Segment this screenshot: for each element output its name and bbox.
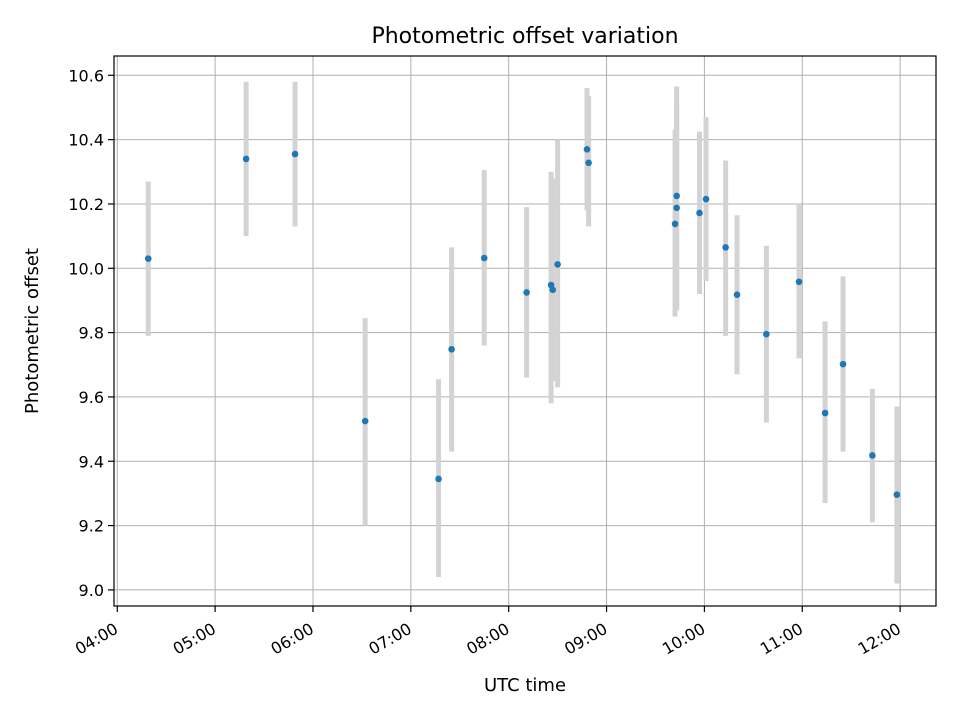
- y-tick-label: 10.4: [68, 131, 104, 150]
- data-point: [549, 286, 557, 294]
- x-axis-ticks: 04:00 05:00 06:00 07:00 08:00 09:00 10:00 11:00…: [72, 606, 904, 659]
- x-tick-label: 12:00: [855, 619, 904, 659]
- data-point: [673, 192, 680, 200]
- data-point: [696, 209, 703, 217]
- data-point: [821, 409, 829, 417]
- y-tick-label: 10.6: [68, 66, 104, 85]
- data-point: [480, 254, 488, 262]
- x-tick-label: 08:00: [463, 619, 512, 659]
- data-points: [144, 145, 901, 499]
- x-tick-label: 05:00: [170, 619, 219, 659]
- data-point: [242, 155, 250, 163]
- data-point: [291, 150, 299, 158]
- data-point: [673, 204, 680, 212]
- y-tick-label: 10.0: [68, 259, 104, 278]
- chart-title: Photometric offset variation: [371, 24, 678, 49]
- plot-frame: [113, 55, 937, 607]
- data-point: [554, 261, 561, 268]
- data-point: [702, 195, 710, 203]
- x-tick-label: 04:00: [72, 619, 121, 659]
- y-tick-label: 9.0: [79, 581, 104, 600]
- data-point: [435, 475, 442, 483]
- y-axis-label: Photometric offset: [22, 248, 43, 414]
- data-point: [523, 289, 530, 296]
- data-point: [144, 255, 152, 262]
- x-tick-label: 10:00: [659, 619, 708, 659]
- data-point: [671, 220, 679, 228]
- x-tick-label: 11:00: [757, 619, 806, 659]
- data-point: [763, 330, 770, 338]
- data-point: [361, 417, 369, 425]
- y-tick-label: 10.2: [68, 195, 104, 214]
- y-tick-label: 9.8: [79, 324, 104, 343]
- x-tick-label: 09:00: [561, 619, 610, 659]
- y-tick-label: 9.4: [79, 452, 104, 471]
- x-tick-label: 07:00: [365, 619, 414, 659]
- x-axis-label: UTC time: [484, 675, 566, 696]
- y-tick-label: 9.6: [79, 388, 104, 407]
- data-point: [722, 244, 729, 251]
- data-point: [448, 346, 455, 353]
- y-tick-label: 9.2: [79, 517, 104, 536]
- data-point: [585, 159, 592, 167]
- data-point: [893, 491, 901, 499]
- y-axis-ticks: 9.0 9.2 9.4 9.6 9.8 10.0 10.2 10.4 10.6: [68, 66, 114, 600]
- x-tick-label: 06:00: [268, 619, 317, 659]
- data-point: [733, 291, 741, 298]
- data-point: [583, 145, 591, 153]
- data-point: [869, 452, 876, 459]
- data-point: [795, 278, 803, 286]
- data-point: [839, 360, 847, 368]
